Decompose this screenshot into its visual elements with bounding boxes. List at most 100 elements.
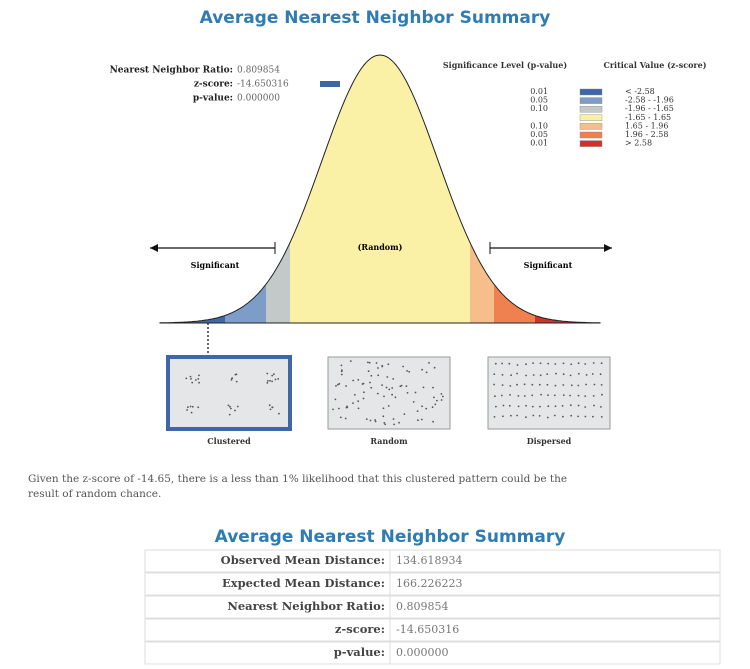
- point: [415, 392, 417, 394]
- point: [423, 387, 425, 389]
- point: [266, 373, 268, 375]
- legend-swatch: [580, 132, 602, 138]
- point: [555, 373, 557, 375]
- table-label: Nearest Neighbor Ratio:: [227, 599, 385, 613]
- point: [374, 419, 376, 421]
- point: [402, 366, 404, 368]
- point: [547, 417, 549, 419]
- point: [600, 373, 602, 375]
- point: [428, 362, 430, 364]
- point: [277, 378, 279, 380]
- point: [547, 394, 549, 396]
- point: [592, 373, 594, 375]
- table-label: Expected Mean Distance:: [222, 576, 385, 590]
- legend-critical: > 2.58: [625, 139, 652, 148]
- point: [577, 385, 579, 387]
- curve-region: [290, 40, 470, 323]
- legend-swatch: [580, 123, 602, 129]
- point: [382, 415, 384, 417]
- point: [436, 400, 438, 402]
- point: [363, 383, 365, 385]
- point: [540, 374, 542, 376]
- point: [554, 363, 556, 365]
- stats: Nearest Neighbor Ratio:0.809854z-score:-…: [110, 66, 340, 104]
- point: [358, 408, 360, 410]
- point: [337, 384, 339, 386]
- point: [352, 402, 354, 404]
- point: [195, 379, 197, 381]
- point: [237, 406, 239, 408]
- point: [584, 363, 586, 365]
- point: [383, 396, 385, 398]
- point: [554, 415, 556, 417]
- point: [540, 394, 542, 396]
- point: [363, 398, 365, 400]
- stat-value: 0.000000: [237, 94, 280, 104]
- point: [503, 405, 505, 407]
- legend-p: 0.10: [530, 104, 548, 113]
- point: [531, 384, 533, 386]
- point: [370, 375, 372, 377]
- point: [495, 406, 497, 408]
- point: [197, 378, 199, 380]
- point: [377, 393, 379, 395]
- point: [370, 387, 372, 389]
- point: [191, 412, 193, 414]
- legend-swatch: [580, 89, 602, 95]
- point: [525, 416, 527, 418]
- point: [441, 399, 443, 401]
- point: [192, 406, 194, 408]
- point: [518, 406, 520, 408]
- point: [377, 367, 379, 369]
- point: [367, 362, 369, 364]
- point: [341, 374, 343, 376]
- point: [278, 413, 280, 415]
- point: [539, 384, 541, 386]
- point: [335, 385, 337, 387]
- point: [601, 394, 603, 396]
- point: [517, 364, 519, 366]
- point: [236, 381, 238, 383]
- point: [357, 379, 359, 381]
- point: [354, 394, 356, 396]
- point: [346, 406, 348, 408]
- point: [434, 367, 436, 369]
- point: [272, 407, 274, 409]
- point: [516, 384, 518, 386]
- point: [398, 422, 400, 424]
- point: [539, 406, 541, 408]
- point: [332, 409, 334, 411]
- point: [383, 422, 385, 424]
- point: [547, 384, 549, 386]
- point: [186, 409, 188, 411]
- point: [502, 384, 504, 386]
- point: [570, 375, 572, 377]
- table-value: 0.000000: [396, 646, 449, 659]
- point: [190, 378, 192, 380]
- point: [571, 384, 573, 386]
- table-value: 0.809854: [396, 600, 449, 613]
- point: [363, 391, 365, 393]
- point: [433, 397, 435, 399]
- point: [270, 409, 272, 411]
- point: [197, 406, 199, 408]
- point: [406, 370, 408, 372]
- point: [417, 419, 419, 421]
- point: [570, 363, 572, 365]
- point: [532, 406, 534, 408]
- point: [532, 415, 534, 417]
- point: [585, 384, 587, 386]
- point: [570, 404, 572, 406]
- pattern-label: Clustered: [207, 436, 251, 446]
- point: [234, 410, 236, 412]
- point: [577, 416, 579, 418]
- point: [432, 406, 434, 408]
- point: [386, 387, 388, 389]
- table-value: 166.226223: [396, 577, 462, 590]
- legend-swatch: [580, 98, 602, 104]
- point: [187, 406, 189, 408]
- stat-label: z-score:: [194, 80, 233, 90]
- point: [231, 379, 233, 381]
- point: [601, 416, 603, 418]
- arrow-head: [150, 244, 158, 252]
